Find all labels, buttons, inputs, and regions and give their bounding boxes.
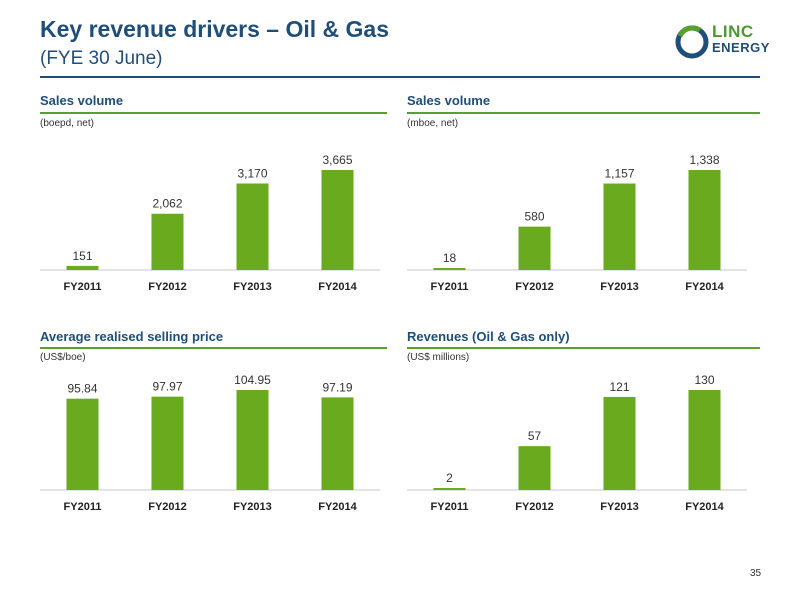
bar-fy2013 xyxy=(603,396,636,490)
x-tick-label: FY2011 xyxy=(431,501,469,513)
x-tick-label: FY2014 xyxy=(318,281,357,293)
panel-title-sales-volume-boepd: Sales volume xyxy=(40,93,124,108)
data-label: 1,157 xyxy=(604,167,634,181)
x-tick-label: FY2013 xyxy=(233,281,272,293)
x-tick-label: FY2011 xyxy=(431,281,469,293)
panel-unit-mboe: (mboe, net) xyxy=(407,118,459,129)
data-label: 2 xyxy=(446,471,453,485)
bar-fy2014 xyxy=(688,170,721,270)
page-title: Key revenue drivers – Oil & Gas xyxy=(40,16,390,42)
data-label: 130 xyxy=(694,373,714,387)
x-tick-label: FY2012 xyxy=(515,281,554,293)
data-label: 2,062 xyxy=(152,197,182,211)
data-label: 18 xyxy=(443,251,457,265)
data-label: 97.97 xyxy=(152,380,182,394)
x-tick-label: FY2013 xyxy=(600,501,639,513)
bar-fy2012 xyxy=(151,213,184,270)
x-tick-label: FY2011 xyxy=(64,281,102,293)
logo-line2: ENERGY xyxy=(712,40,770,55)
x-tick-label: FY2011 xyxy=(64,501,102,513)
logo-wordmark: LINC ENERGY xyxy=(712,22,770,56)
panel-divider xyxy=(407,112,760,114)
chart-revenues: 2 FY2011 57 FY2012 121 FY2013 130 FY2014 xyxy=(407,360,760,520)
panel-divider xyxy=(407,347,760,349)
bar-chart-svg: 18 FY2011 580 FY2012 1,157 FY2013 1,338 FY2014 xyxy=(407,153,747,293)
panel-title-sales-volume-mboe: Sales volume xyxy=(407,93,491,108)
logo-line1: LINC xyxy=(712,22,754,41)
x-tick-label: FY2014 xyxy=(685,281,724,293)
panel-unit-boepd: (boepd, net) xyxy=(40,118,94,129)
data-label: 97.19 xyxy=(322,380,352,394)
x-tick-label: FY2012 xyxy=(515,501,554,513)
bar-fy2013 xyxy=(603,183,636,270)
panel-divider xyxy=(40,347,387,349)
bar-fy2011 xyxy=(66,398,99,490)
panel-divider xyxy=(40,112,387,114)
page-number: 35 xyxy=(750,568,762,579)
chart-sales-volume-mboe: 18 FY2011 580 FY2012 1,157 FY2013 1,338 FY2014 xyxy=(407,140,760,300)
data-label: 95.84 xyxy=(67,382,97,396)
x-tick-label: FY2013 xyxy=(233,501,272,513)
panel-title-avg-selling-price: Average realised selling price xyxy=(40,329,224,344)
bar-fy2011 xyxy=(433,488,466,490)
chart-sales-volume-boepd: 151 FY2011 2,062 FY2012 3,170 FY2013 3,665 FY20… xyxy=(40,140,390,300)
bar-fy2011 xyxy=(66,265,99,270)
data-label: 151 xyxy=(72,249,92,263)
bar-fy2011 xyxy=(433,268,466,270)
data-label: 3,665 xyxy=(322,153,352,167)
bar-chart-svg: 151 FY2011 2,062 FY2012 3,170 FY2013 3,665 FY20… xyxy=(40,153,380,293)
bar-fy2014 xyxy=(688,390,721,490)
bar-fy2014 xyxy=(321,397,354,490)
panel-title-revenues: Revenues (Oil & Gas only) xyxy=(407,329,570,344)
data-label: 3,170 xyxy=(237,167,267,181)
panel-unit-usd-millions: (US$ millions) xyxy=(407,352,470,363)
bar-fy2013 xyxy=(236,183,269,270)
linc-energy-logo-icon xyxy=(675,25,709,59)
bar-fy2012 xyxy=(518,446,551,490)
x-tick-label: FY2012 xyxy=(148,281,187,293)
bar-chart-svg: 95.84 FY2011 97.97 FY2012 104.95 FY2013 97.19 F… xyxy=(40,373,380,513)
data-label: 57 xyxy=(528,429,542,443)
header-divider xyxy=(40,76,760,78)
panel-unit-usd-boe: (US$/boe) xyxy=(40,352,86,363)
bar-fy2012 xyxy=(518,226,551,270)
x-tick-label: FY2014 xyxy=(318,501,357,513)
x-tick-label: FY2013 xyxy=(600,281,639,293)
x-tick-label: FY2014 xyxy=(685,501,724,513)
bar-fy2013 xyxy=(236,390,269,490)
data-label: 104.95 xyxy=(234,373,271,387)
x-tick-label: FY2012 xyxy=(148,501,187,513)
chart-avg-selling-price: 95.84 FY2011 97.97 FY2012 104.95 FY2013 97.19 F… xyxy=(40,360,390,520)
bar-fy2012 xyxy=(151,396,184,490)
page-subtitle: (FYE 30 June) xyxy=(40,48,163,69)
bar-chart-svg: 2 FY2011 57 FY2012 121 FY2013 130 FY2014 xyxy=(407,373,747,513)
data-label: 121 xyxy=(609,380,629,394)
bar-fy2014 xyxy=(321,170,354,270)
data-label: 1,338 xyxy=(689,153,719,167)
data-label: 580 xyxy=(524,210,544,224)
